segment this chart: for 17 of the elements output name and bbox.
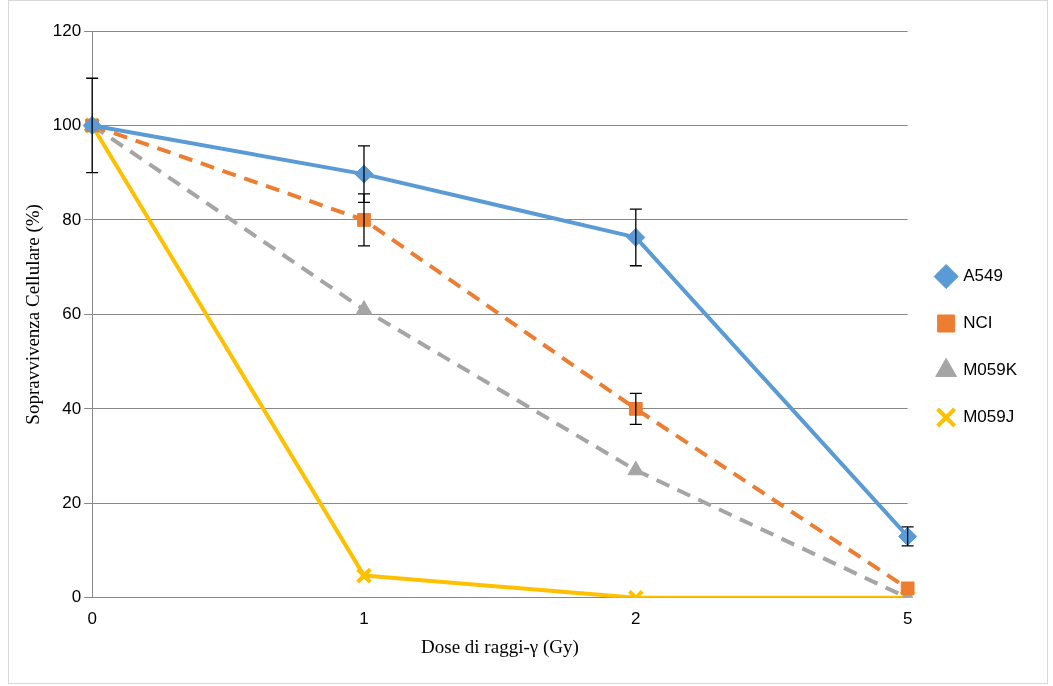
x-tick-label: 0 xyxy=(87,608,97,628)
y-tick-label: 60 xyxy=(62,304,82,324)
x-axis-title: Dose di raggi-γ (Gy) xyxy=(421,635,579,658)
legend-label: M059J xyxy=(963,407,1015,427)
y-tick-label: 100 xyxy=(52,115,82,135)
x-tick-label: 5 xyxy=(902,608,913,628)
y-tick-label: 80 xyxy=(62,209,82,229)
y-tick-label: 40 xyxy=(62,398,82,418)
legend-label: M059K xyxy=(963,360,1018,380)
y-tick-label: 0 xyxy=(71,587,82,607)
legend-label: NCI xyxy=(963,313,993,333)
x-tick-label: 1 xyxy=(359,608,369,628)
x-tick-label: 2 xyxy=(631,608,641,628)
y-axis-title: Sopravvivenza Cellulare (%) xyxy=(22,204,45,425)
y-tick-label: 20 xyxy=(62,493,82,513)
legend-label: A549 xyxy=(963,266,1003,286)
y-tick-label: 120 xyxy=(52,20,82,40)
